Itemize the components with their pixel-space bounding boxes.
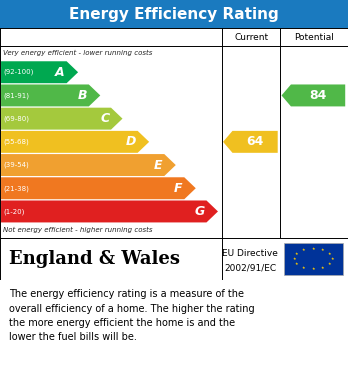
- Text: Potential: Potential: [294, 32, 334, 41]
- Polygon shape: [1, 177, 196, 199]
- Text: G: G: [195, 205, 205, 218]
- Text: EU Directive: EU Directive: [222, 249, 278, 258]
- Polygon shape: [1, 84, 100, 106]
- Text: (55-68): (55-68): [3, 138, 29, 145]
- Text: ★: ★: [302, 248, 306, 252]
- Text: ★: ★: [328, 262, 331, 266]
- Text: B: B: [78, 89, 87, 102]
- Polygon shape: [1, 108, 122, 130]
- Polygon shape: [282, 84, 345, 106]
- Polygon shape: [1, 154, 176, 176]
- Text: The energy efficiency rating is a measure of the
overall efficiency of a home. T: The energy efficiency rating is a measur…: [9, 289, 254, 343]
- Text: (69-80): (69-80): [3, 115, 30, 122]
- Text: (81-91): (81-91): [3, 92, 30, 99]
- Polygon shape: [1, 201, 218, 222]
- Text: C: C: [100, 112, 109, 125]
- Text: ★: ★: [321, 266, 324, 270]
- Text: ★: ★: [311, 267, 315, 271]
- Polygon shape: [1, 131, 149, 153]
- Text: ★: ★: [293, 257, 296, 261]
- Text: ★: ★: [311, 247, 315, 251]
- Text: England & Wales: England & Wales: [9, 250, 180, 268]
- Text: ★: ★: [295, 252, 299, 256]
- Text: 84: 84: [310, 89, 327, 102]
- Text: 2002/91/EC: 2002/91/EC: [224, 263, 276, 272]
- Text: E: E: [154, 158, 163, 172]
- Text: (39-54): (39-54): [3, 162, 29, 168]
- Text: Energy Efficiency Rating: Energy Efficiency Rating: [69, 7, 279, 22]
- Text: Current: Current: [234, 32, 268, 41]
- Text: (21-38): (21-38): [3, 185, 29, 192]
- Text: ★: ★: [330, 257, 334, 261]
- Polygon shape: [1, 61, 78, 83]
- Bar: [284, 243, 343, 275]
- Text: (1-20): (1-20): [3, 208, 25, 215]
- Text: D: D: [126, 135, 136, 148]
- Text: 64: 64: [247, 135, 264, 148]
- Text: ★: ★: [295, 262, 299, 266]
- Text: (92-100): (92-100): [3, 69, 34, 75]
- Text: ★: ★: [302, 266, 306, 270]
- Text: Very energy efficient - lower running costs: Very energy efficient - lower running co…: [3, 50, 152, 56]
- Text: A: A: [55, 66, 65, 79]
- Text: F: F: [174, 182, 183, 195]
- Polygon shape: [223, 131, 278, 153]
- Text: ★: ★: [328, 252, 331, 256]
- Text: ★: ★: [321, 248, 324, 252]
- Text: Not energy efficient - higher running costs: Not energy efficient - higher running co…: [3, 227, 152, 233]
